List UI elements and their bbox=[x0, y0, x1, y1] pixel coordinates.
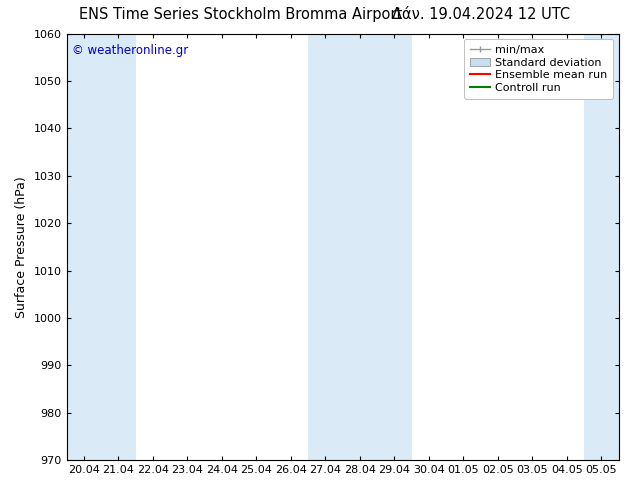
Title: ENS Time Series Stockholm Bromma Airport          Δάν. 19.04.2024 12 UTC: ENS Time Series Stockholm Bromma Airport… bbox=[0, 489, 1, 490]
Text: ENS Time Series Stockholm Bromma Airport: ENS Time Series Stockholm Bromma Airport bbox=[79, 7, 403, 23]
Bar bbox=[101, 34, 136, 460]
Text: © weatheronline.gr: © weatheronline.gr bbox=[72, 45, 188, 57]
Legend: min/max, Standard deviation, Ensemble mean run, Controll run: min/max, Standard deviation, Ensemble me… bbox=[464, 39, 613, 98]
Bar bbox=[308, 34, 411, 460]
Bar bbox=[67, 34, 101, 460]
Bar bbox=[584, 34, 619, 460]
Text: Δάν. 19.04.2024 12 UTC: Δάν. 19.04.2024 12 UTC bbox=[392, 7, 571, 23]
Y-axis label: Surface Pressure (hPa): Surface Pressure (hPa) bbox=[15, 176, 28, 318]
